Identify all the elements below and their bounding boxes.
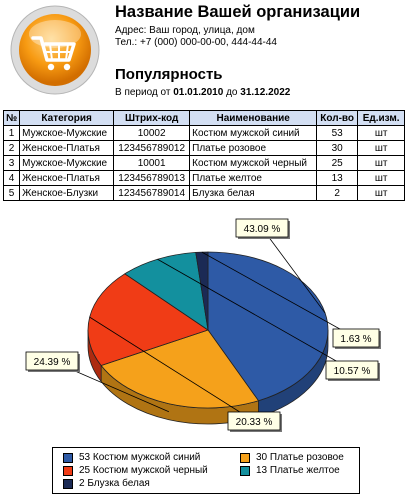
legend-label: 53 Костюм мужской синий (79, 452, 201, 463)
cell-number: 4 (2, 170, 21, 186)
pie-slice (100, 329, 260, 409)
slice-percent-label: 43.09 % (244, 224, 281, 235)
label-leader-line (157, 258, 353, 371)
legend-label: 25 Костюм мужской черный (79, 465, 208, 476)
pie-slice (195, 251, 209, 331)
label-leader-line (261, 227, 326, 314)
table-row: 2 Женское-Платья 123456789012 Платье роз… (2, 140, 406, 156)
label-leader-line (201, 251, 357, 339)
cell-quantity: 2 (316, 185, 359, 201)
legend-swatch (63, 478, 73, 489)
label-box (227, 411, 281, 431)
column-header: Категория (19, 110, 115, 126)
table-row: 3 Мужское-Мужские 10001 Костюм мужской ч… (2, 155, 406, 171)
label-box (25, 351, 79, 371)
cell-number: 1 (2, 125, 21, 141)
chart-legend: 53 Костюм мужской синий 30 Платье розово… (52, 447, 360, 494)
legend-label: 30 Платье розовое (256, 452, 344, 463)
cell-unit: шт (357, 125, 406, 141)
legend-item: 25 Костюм мужской черный (63, 465, 208, 476)
legend-swatch (63, 452, 73, 463)
legend-item: 53 Костюм мужской синий (63, 452, 200, 463)
cell-number: 3 (2, 155, 21, 171)
cell-unit: шт (357, 185, 406, 201)
cell-name: Костюм мужской черный (189, 155, 318, 171)
cell-unit: шт (357, 155, 406, 171)
cell-quantity: 13 (316, 170, 359, 186)
cell-barcode: 10001 (113, 155, 191, 171)
shopping-cart-logo (9, 4, 101, 96)
cell-number: 5 (2, 185, 21, 201)
cell-barcode: 123456789014 (113, 185, 191, 201)
column-header: Ед.изм. (357, 110, 406, 126)
column-header: Наименование (189, 110, 318, 126)
popularity-pie-chart: 43.09 % 24.39 % 20.33 % 10.57 % 1.63 % (25, 218, 381, 432)
cell-number: 2 (2, 140, 21, 156)
organization-phone: Тел.: +7 (000) 000-00-00, 444-44-44 (115, 37, 277, 48)
table-row: 1 Мужское-Мужские 10002 Костюм мужской с… (2, 125, 406, 141)
cell-name: Блузка белая (189, 185, 318, 201)
report-title: Популярность (115, 66, 223, 83)
cell-barcode: 123456789012 (113, 140, 191, 156)
date-from: 01.01.2010 (173, 87, 224, 98)
legend-swatch (63, 465, 73, 476)
label-box (235, 218, 289, 238)
slice-percent-label: 24.39 % (34, 357, 71, 368)
cell-category: Мужское-Мужские (19, 125, 115, 141)
legend-item: 13 Платье желтое (240, 465, 340, 476)
cell-name: Платье желтое (189, 170, 318, 186)
cell-category: Женское-Блузки (19, 185, 115, 201)
column-header: Кол-во (316, 110, 359, 126)
legend-item: 30 Платье розовое (240, 452, 344, 463)
table-row: 5 Женское-Блузки 123456789014 Блузка бел… (2, 185, 406, 201)
pie-slice (207, 251, 329, 402)
label-box (332, 328, 380, 348)
period-prefix: В период от (115, 87, 171, 98)
cell-category: Женское-Платья (19, 140, 115, 156)
slice-percent-label: 10.57 % (334, 366, 371, 377)
legend-item: 2 Блузка белая (63, 478, 150, 489)
slice-percent-label: 1.63 % (340, 334, 371, 345)
slice-percent-label: 20.33 % (236, 417, 273, 428)
cell-unit: шт (357, 140, 406, 156)
cell-quantity: 30 (316, 140, 359, 156)
label-leader-line (89, 316, 255, 422)
legend-swatch (240, 452, 250, 463)
date-to: 31.12.2022 (240, 87, 291, 98)
cell-name: Костюм мужской синий (189, 125, 318, 141)
cell-category: Женское-Платья (19, 170, 115, 186)
legend-label: 2 Блузка белая (79, 478, 150, 489)
cell-category: Мужское-Мужские (19, 155, 115, 171)
cell-name: Платье розовое (189, 140, 318, 156)
legend-swatch (240, 465, 250, 476)
period-mid: до (226, 87, 238, 98)
cell-quantity: 53 (316, 125, 359, 141)
label-box (325, 360, 379, 380)
column-header: № (2, 110, 21, 126)
cell-quantity: 25 (316, 155, 359, 171)
table-header-row: № Категория Штрих-код Наименование Кол-в… (2, 110, 406, 126)
column-header: Штрих-код (113, 110, 191, 126)
organization-address: Адрес: Ваш город, улица, дом (115, 25, 255, 36)
report-period: В период от 01.01.2010 до 31.12.2022 (115, 87, 290, 98)
table-row: 4 Женское-Платья 123456789013 Платье жел… (2, 170, 406, 186)
cell-barcode: 123456789013 (113, 170, 191, 186)
popularity-table: № Категория Штрих-код Наименование Кол-в… (2, 110, 406, 201)
cell-barcode: 10002 (113, 125, 191, 141)
legend-label: 13 Платье желтое (256, 465, 340, 476)
organization-name: Название Вашей организации (115, 3, 361, 21)
cell-unit: шт (357, 170, 406, 186)
